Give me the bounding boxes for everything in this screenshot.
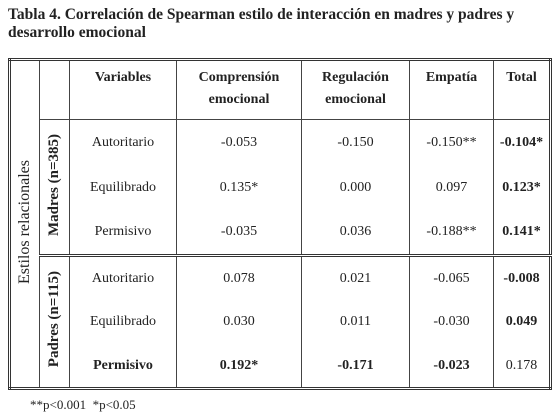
group-label: Padres (n=115) [46,271,62,368]
cell-value: 0.036 [301,210,410,256]
table-title: Tabla 4. Correlación de Spearman estilo … [8,6,515,41]
row-label: Permisivo [69,210,177,256]
cell-value: -0.150** [409,119,494,166]
footnote: **p<0.001 *p<0.05 [30,397,136,412]
cell-value: 0.030 [176,299,302,345]
column-header: Regulación emocional [301,58,410,121]
column-header: Comprensión emocional [176,58,302,121]
cell-value: -0.104* [493,119,551,166]
cell-value: 0.078 [176,254,302,300]
group-label-cell: Padres (n=115) [39,254,70,389]
cell-value: -0.023 [409,344,494,389]
cell-value: -0.030 [409,299,494,345]
empty-cell [39,58,70,121]
cell-value: -0.065 [409,254,494,300]
data-row: Padres (n=115) Autoritario 0.078 0.021 -0.06… [10,254,551,389]
group-label: Madres (n=385) [46,133,62,236]
data-row: Madres (n=385) Autoritario -0.053 -0.150 -0.… [10,119,551,257]
cell-value: 0.178 [493,344,551,389]
row-label: Permisivo [69,344,177,389]
data-row: Permisivo -0.035 0.036 -0.188** 0.141* [10,210,551,256]
cell-value: -0.035 [176,210,302,256]
cell-value: 0.021 [301,254,410,300]
cell-value: 0.000 [301,165,410,211]
side-label: Estilos relacionales [16,159,33,284]
cell-value: 0.135* [176,165,302,211]
row-label: Equilibrado [69,299,177,345]
cell-value: 0.049 [493,299,551,345]
row-label: Autoritario [69,119,177,166]
cell-value: -0.188** [409,210,494,256]
cell-value: -0.053 [176,119,302,166]
group-label-cell: Madres (n=385) [39,119,70,257]
cell-value: 0.097 [409,165,494,211]
side-label-cell: Estilos relacionales [9,59,40,389]
data-row: Permisivo 0.192* -0.171 -0.023 0.178 [10,344,551,389]
row-label: Autoritario [69,254,177,300]
cell-value: -0.171 [301,344,410,389]
data-row: Equilibrado 0.135* 0.000 0.097 0.123* [10,165,551,211]
row-label: Equilibrado [69,165,177,211]
cell-value: -0.008 [493,254,551,300]
cell-value: 0.011 [301,299,410,345]
cell-value: -0.150 [301,119,410,166]
cell-value: 0.123* [493,165,551,211]
correlation-table: Estilos relacionales Variables Comprensión… [8,58,552,390]
column-header: Variables [69,58,177,121]
header-row: Estilos relacionales Variables Comprensión… [9,58,551,389]
cell-value: 0.141* [493,210,551,256]
column-header: Total [493,58,551,121]
cell-value: 0.192* [176,344,302,389]
data-row: Equilibrado 0.030 0.011 -0.030 0.049 [10,299,551,345]
column-header: Empatía [409,58,494,121]
